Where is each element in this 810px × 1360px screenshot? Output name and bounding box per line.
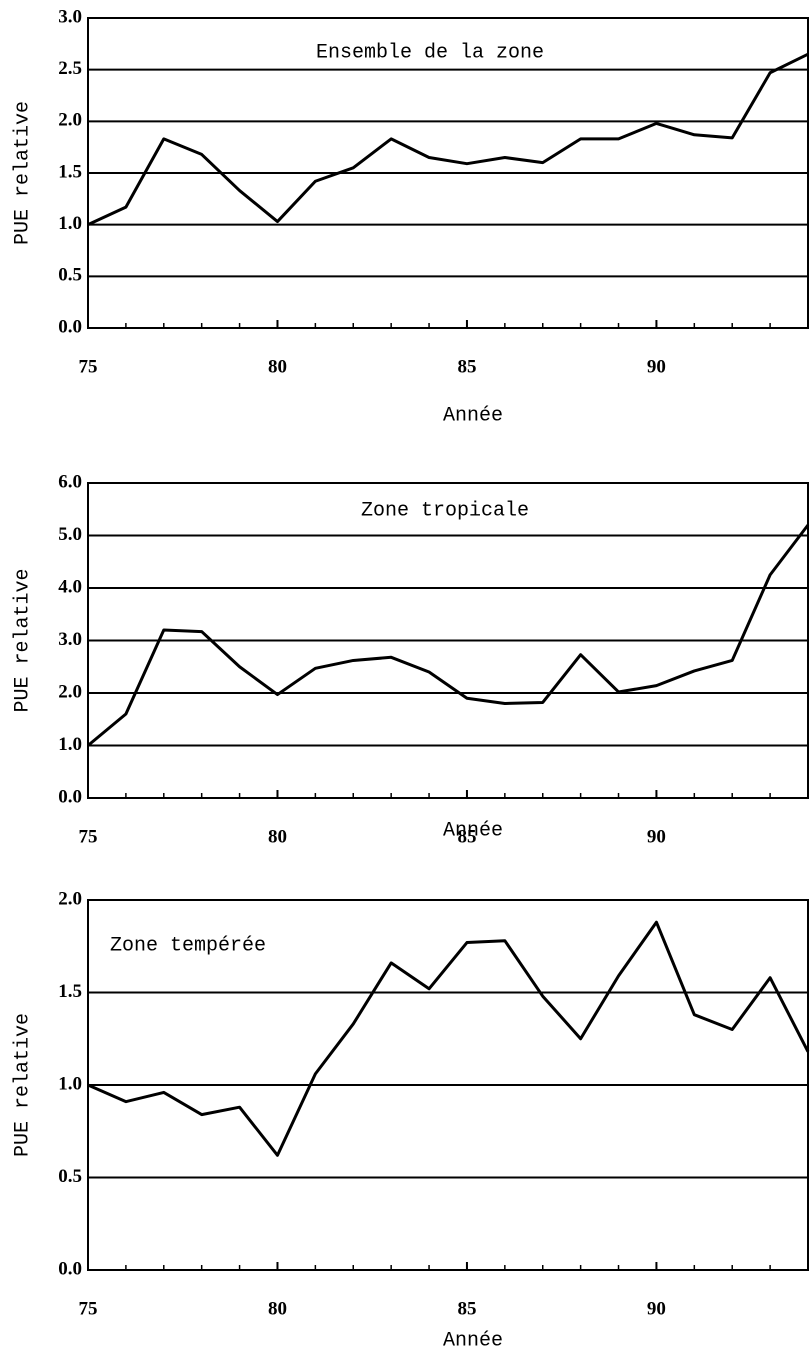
data-line	[87, 524, 810, 747]
x-tick-label: 85	[457, 356, 476, 377]
y-tick-label: 2.5	[58, 58, 82, 79]
panel-title: Zone tropicale	[361, 499, 529, 522]
x-axis-label: Année	[443, 404, 503, 427]
data-line	[87, 52, 809, 227]
y-tick-label: 1.5	[58, 981, 82, 1002]
y-tick-label: 0.0	[58, 1258, 82, 1279]
y-tick-label: 0.5	[58, 1166, 82, 1187]
y-tick-label: 0.0	[58, 316, 82, 337]
y-tick-label: 6.0	[58, 471, 82, 492]
x-tick-label: 75	[79, 1298, 98, 1319]
y-axis-label: PUE relative	[11, 1013, 34, 1157]
panel-title: Ensemble de la zone	[316, 41, 544, 64]
x-tick-label: 80	[268, 356, 287, 377]
x-tick-label: 80	[268, 826, 287, 847]
y-tick-label: 2.0	[58, 681, 82, 702]
panel-title: Zone tempérée	[110, 934, 266, 957]
y-axis-label: PUE relative	[11, 568, 34, 712]
x-axis-label: Année	[443, 819, 503, 842]
x-tick-label: 85	[457, 826, 476, 847]
y-tick-label: 4.0	[58, 576, 82, 597]
y-tick-label: 2.0	[58, 888, 82, 909]
y-tick-label: 1.0	[58, 1073, 82, 1094]
x-tick-label: 85	[457, 1298, 476, 1319]
y-axis-label: PUE relative	[11, 101, 34, 245]
plot-frame	[87, 482, 809, 799]
data-line	[87, 920, 810, 1157]
x-tick-label: 80	[268, 1298, 287, 1319]
x-tick-label: 90	[647, 1298, 666, 1319]
x-tick-label: 75	[79, 356, 98, 377]
y-tick-label: 3.0	[58, 6, 82, 27]
y-tick-label: 2.0	[58, 110, 82, 131]
y-tick-label: 5.0	[58, 524, 82, 545]
y-tick-label: 1.0	[58, 213, 82, 234]
plot-frame	[87, 17, 809, 329]
y-tick-label: 3.0	[58, 629, 82, 650]
y-tick-label: 1.0	[58, 734, 82, 755]
y-tick-label: 1.5	[58, 161, 82, 182]
y-tick-label: 0.0	[58, 786, 82, 807]
x-tick-label: 75	[79, 826, 98, 847]
y-tick-label: 0.5	[58, 265, 82, 286]
x-tick-label: 90	[647, 826, 666, 847]
x-axis-label: Année	[443, 1329, 503, 1352]
x-tick-label: 90	[647, 356, 666, 377]
